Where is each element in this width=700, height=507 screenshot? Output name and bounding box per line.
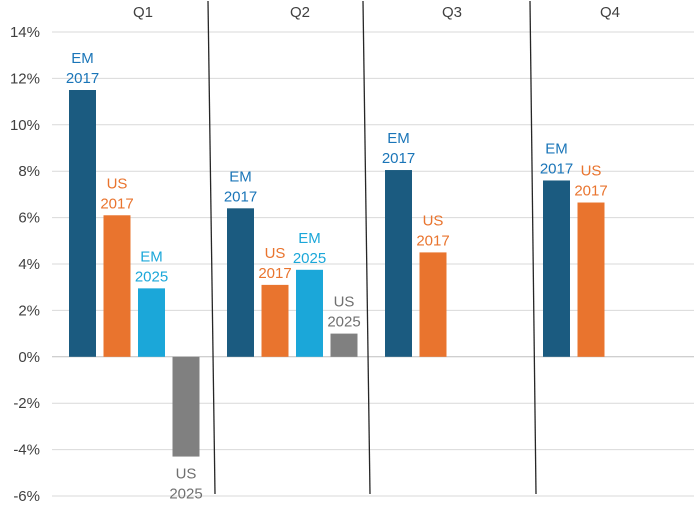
bar-q2-us-2017 (261, 284, 289, 357)
data-label-q2-2-line2: 2025 (293, 250, 326, 267)
y-tick-label-6: 6% (18, 210, 40, 227)
bar-q1-us-2017 (103, 215, 131, 357)
data-label-q2-2-line1: EM (298, 230, 321, 247)
gridlines (52, 31, 694, 497)
y-tick-label-10: 14% (10, 24, 40, 41)
data-labels: EM 2017 US 2017 EM 2025 US 2025 EM 2017 US 2017 EM 20… (66, 50, 608, 503)
y-tick-label-5: 4% (18, 256, 40, 273)
bar-q4-em-2017 (543, 180, 570, 357)
data-label-q3-0-line2: 2017 (382, 150, 415, 167)
quarter-label-q1: Q1 (133, 4, 153, 21)
y-tick-label-4: 2% (18, 302, 40, 319)
quarter-label-q2: Q2 (290, 4, 310, 21)
data-label-q1-2-line1: EM (140, 248, 163, 265)
data-label-q4-1-line1: US (581, 163, 602, 180)
quarter-label-q3: Q3 (442, 4, 462, 21)
y-axis: -6% -4% -2% 0% 2% 4% 6% 8% 10% 12% 14% (10, 24, 40, 505)
data-label-q2-3-line1: US (334, 294, 355, 311)
data-label-q1-0-line1: EM (71, 50, 94, 67)
data-label-q3-0-line1: EM (387, 130, 410, 147)
data-label-q4-0-line1: EM (545, 140, 568, 157)
data-label-q3-1-line1: US (423, 212, 444, 229)
data-label-q4-1-line2: 2017 (574, 183, 607, 200)
quarter-label-q4: Q4 (600, 4, 620, 21)
y-tick-label-1: -4% (13, 442, 40, 459)
y-tick-label-0: -6% (13, 488, 40, 505)
data-label-q2-1-line2: 2017 (258, 265, 291, 282)
quarter-divider-2 (362, 0, 371, 495)
data-label-q2-1-line1: US (265, 245, 286, 262)
data-label-q1-0-line2: 2017 (66, 70, 99, 87)
data-label-q1-1-line2: 2017 (100, 195, 133, 212)
y-tick-label-9: 12% (10, 70, 40, 87)
bar-q3-us-2017 (419, 252, 447, 357)
y-tick-label-8: 10% (10, 117, 40, 134)
bar-q4-us-2017 (577, 202, 605, 357)
quarter-labels: Q1 Q2 Q3 Q4 (133, 4, 620, 21)
y-tick-label-3: 0% (18, 349, 40, 366)
quarter-divider-1 (207, 0, 216, 495)
data-label-q2-3-line2: 2025 (327, 314, 360, 331)
y-tick-label-7: 8% (18, 163, 40, 180)
data-label-q2-0-line1: EM (229, 168, 252, 185)
bar-q2-em-2025 (296, 269, 323, 357)
data-label-q4-0-line2: 2017 (540, 160, 573, 177)
data-label-q2-0-line2: 2017 (224, 188, 257, 205)
bar-q2-em-2017 (227, 208, 254, 357)
data-label-q1-3-line2: 2025 (169, 486, 202, 503)
bar-q1-us-2025 (172, 356, 200, 457)
bar-q3-em-2017 (385, 170, 412, 357)
quarter-dividers (207, 0, 537, 495)
quarter-divider-3 (529, 0, 537, 495)
y-tick-label-2: -2% (13, 395, 40, 412)
data-label-q3-1-line2: 2017 (416, 232, 449, 249)
data-label-q1-2-line2: 2025 (135, 268, 168, 285)
bar-q1-em-2017 (69, 90, 96, 357)
data-label-q1-1-line1: US (107, 175, 128, 192)
bar-q1-em-2025 (138, 288, 165, 357)
bars (69, 90, 605, 457)
bar-q2-us-2025 (330, 333, 358, 357)
data-label-q1-3-line1: US (176, 466, 197, 483)
